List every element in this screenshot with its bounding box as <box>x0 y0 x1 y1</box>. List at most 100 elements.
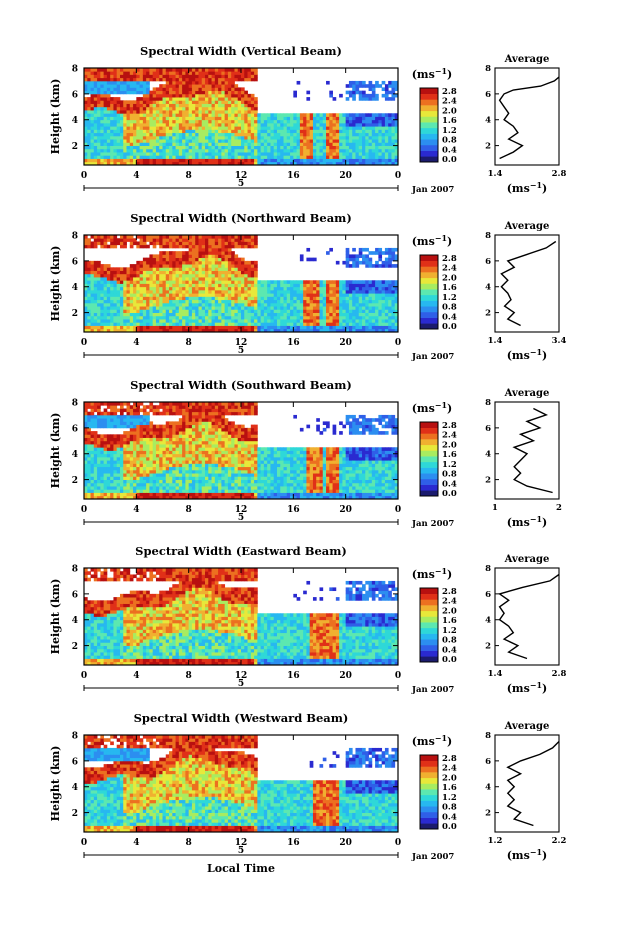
heatmap-cell <box>276 299 281 304</box>
heatmap-cell <box>188 325 193 330</box>
heatmap-cell <box>129 309 134 313</box>
heatmap-cell <box>348 306 353 310</box>
heatmap-cell <box>110 469 114 474</box>
heatmap-cell <box>335 148 340 153</box>
heatmap-cell <box>326 315 330 320</box>
heatmap-cell <box>244 155 248 159</box>
heatmap-cell <box>335 312 340 317</box>
heatmap-cell <box>188 74 193 79</box>
heatmap-cell <box>250 296 255 301</box>
heatmap-cell <box>280 119 284 124</box>
heatmap-cell <box>188 158 193 163</box>
heatmap-cell <box>339 283 343 288</box>
heatmap-cell <box>342 293 347 297</box>
heatmap-cell <box>322 132 327 137</box>
heatmap-cell <box>368 251 373 255</box>
heatmap-cell <box>273 135 278 140</box>
heatmap-cell <box>162 106 167 111</box>
heatmap-cell <box>254 270 258 275</box>
heatmap-cell <box>129 71 134 75</box>
heatmap-cell <box>224 113 229 117</box>
heatmap-cell <box>329 152 333 156</box>
heatmap-cell <box>214 129 219 134</box>
heatmap-cell <box>250 139 255 143</box>
heatmap-cell <box>146 97 150 101</box>
colorbar-frame <box>419 87 439 163</box>
heatmap-cell <box>326 119 330 124</box>
heatmap-cell <box>378 312 383 317</box>
heatmap-cell <box>178 315 183 320</box>
heatmap-cell <box>241 126 245 130</box>
heatmap-cell <box>123 309 127 313</box>
heatmap-cell <box>263 280 268 284</box>
heatmap-cell <box>198 264 203 268</box>
heatmap-cell <box>205 325 209 330</box>
heatmap-cell <box>224 93 229 98</box>
heatmap-cell <box>129 328 134 333</box>
heatmap-cell <box>172 296 176 301</box>
heatmap-cell <box>335 161 340 166</box>
heatmap-cell <box>195 293 199 297</box>
heatmap-cell <box>172 273 176 278</box>
heatmap-cell <box>355 135 360 140</box>
heatmap-cell <box>185 296 190 301</box>
heatmap-cell <box>159 286 163 291</box>
heatmap-cell <box>162 139 167 143</box>
heatmap-cell <box>237 100 242 104</box>
heatmap-cell <box>87 113 91 117</box>
heatmap-cell <box>237 161 242 166</box>
heatmap-cell <box>87 135 91 140</box>
heatmap-cell <box>263 322 268 326</box>
heatmap-cell <box>84 319 88 323</box>
heatmap-cell <box>247 283 252 288</box>
heatmap-cell <box>152 322 157 326</box>
heatmap-cell <box>172 106 176 111</box>
heatmap-cell <box>208 100 212 104</box>
heatmap-cell <box>329 148 333 153</box>
heatmap-cell <box>306 126 311 130</box>
heatmap-cell <box>368 306 373 310</box>
heatmap-cell <box>345 145 350 150</box>
heatmap-cell <box>309 280 314 284</box>
heatmap-cell <box>270 309 275 313</box>
heatmap-cell <box>152 293 157 297</box>
heatmap-cell <box>276 283 281 288</box>
heatmap-cell <box>211 161 216 166</box>
heatmap-cell <box>221 283 226 288</box>
heatmap-cell <box>326 113 330 117</box>
heatmap-cell <box>345 126 350 130</box>
heatmap-cell <box>106 319 111 323</box>
heatmap-cell <box>355 312 360 317</box>
heatmap-cell <box>142 132 147 137</box>
heatmap-cell <box>123 296 127 301</box>
heatmap-cell <box>198 322 203 326</box>
heatmap-cell <box>312 148 317 153</box>
heatmap-cell <box>227 315 232 320</box>
heatmap-cell <box>358 129 363 134</box>
heatmap-cell <box>371 119 376 124</box>
heatmap-cell <box>106 74 111 79</box>
heatmap-cell <box>355 309 360 313</box>
heatmap-cell <box>90 453 95 458</box>
heatmap-cell <box>283 161 288 166</box>
heatmap-cell <box>358 260 363 265</box>
heatmap-cell <box>149 139 154 143</box>
heatmap-cell <box>87 482 91 487</box>
heatmap-cell <box>188 293 193 297</box>
heatmap-cell <box>116 418 121 422</box>
heatmap-cell <box>352 84 356 88</box>
heatmap-cell <box>165 132 170 137</box>
heatmap-cell <box>172 283 176 288</box>
heatmap-cell <box>299 306 304 310</box>
heatmap-cell <box>263 132 268 137</box>
heatmap-cell <box>247 280 252 284</box>
heatmap-cell <box>368 148 373 153</box>
heatmap-cell <box>332 113 337 117</box>
heatmap-cell <box>276 161 281 166</box>
heatmap-cell <box>211 286 216 291</box>
heatmap-cell <box>175 315 180 320</box>
heatmap-cell <box>208 309 212 313</box>
heatmap-cell <box>375 97 379 101</box>
heatmap-cell <box>342 319 347 323</box>
heatmap-cell <box>234 328 239 333</box>
